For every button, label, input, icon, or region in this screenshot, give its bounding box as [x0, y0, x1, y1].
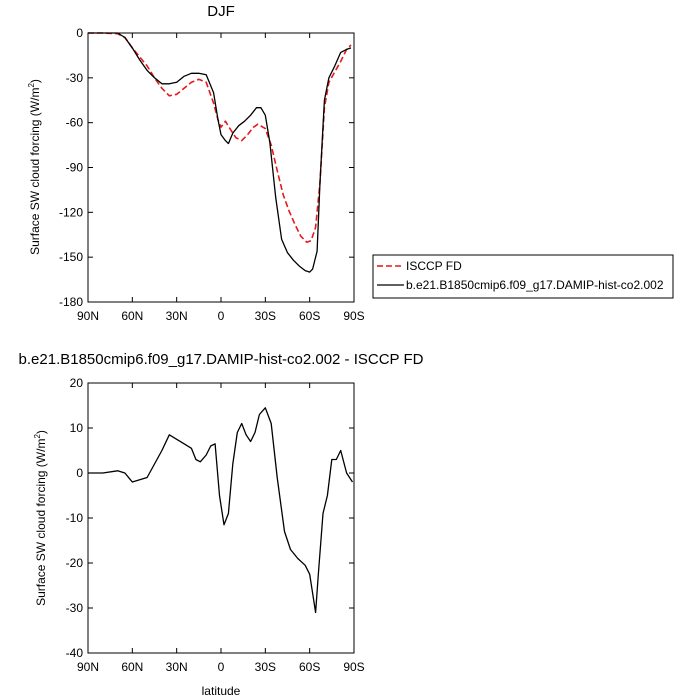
legend-label-model: b.e21.B1850cmip6.f09_g17.DAMIP-hist-co2.…	[406, 278, 664, 292]
bottom-ylabel-text: Surface SW cloud forcing (W/m	[34, 439, 48, 606]
bottom-series-lines	[88, 407, 354, 614]
bottom-xtick-label: 90N	[77, 660, 99, 674]
top-ytick-label: 0	[76, 26, 83, 40]
bottom-ytick-label: 10	[70, 421, 84, 435]
bottom-xlabel: latitude	[202, 684, 241, 698]
top-ytick-label: -150	[59, 250, 83, 264]
top-ticks: 90N 60N 30N 0 30S 60S 90S 0 -30 -60 -90 -120 -150 -18…	[59, 26, 365, 323]
top-ylabel: Surface SW cloud forcing (W/m2)	[27, 79, 42, 255]
top-xtick-label: 60S	[299, 309, 320, 323]
bottom-title: b.e21.B1850cmip6.f09_g17.DAMIP-hist-co2.…	[19, 351, 424, 368]
top-ytick-label: -180	[59, 295, 83, 309]
bottom-xtick-label: 30S	[255, 660, 276, 674]
top-ytick-label: -120	[59, 205, 83, 219]
top-series-line-2	[88, 32, 352, 273]
bottom-ytick-label: -40	[66, 646, 84, 660]
bottom-xtick-label: 0	[218, 660, 225, 674]
bottom-xtick-label: 60N	[121, 660, 143, 674]
top-panel: DJF Surface SW cloud forcing (W/m2) 90N 6…	[27, 3, 365, 323]
bottom-ylabel-close: )	[34, 430, 48, 434]
bottom-panel: b.e21.B1850cmip6.f09_g17.DAMIP-hist-co2.…	[19, 351, 424, 698]
bottom-ytick-label: -30	[66, 601, 84, 615]
top-ylabel-sup: 2	[27, 83, 36, 88]
bottom-ytick-label: -20	[66, 556, 84, 570]
top-ytick-label: -90	[66, 161, 84, 175]
top-title: DJF	[207, 3, 235, 20]
top-ylabel-close: )	[28, 79, 42, 83]
top-series-lines	[88, 32, 352, 273]
bottom-ytick-label: 20	[70, 376, 84, 390]
top-ytick-label: -60	[66, 116, 84, 130]
top-xtick-label: 90N	[77, 309, 99, 323]
bottom-ytick-label: 0	[76, 466, 83, 480]
bottom-plot-frame	[87, 382, 355, 654]
legend-label-isccp: ISCCP FD	[406, 259, 462, 273]
legend: ISCCP FD b.e21.B1850cmip6.f09_g17.DAMIP-…	[372, 254, 674, 299]
bottom-ticks: 90N 60N 30N 0 30S 60S 90S 20 10 0 -10 -20 -30 -40	[66, 376, 365, 674]
bottom-xtick-label: 30N	[166, 660, 188, 674]
top-plot-frame	[87, 32, 355, 303]
svg-text:Surface SW cloud forcing (W/m2: Surface SW cloud forcing (W/m2)	[27, 79, 42, 255]
bottom-ytick-label: -10	[66, 511, 84, 525]
top-xtick-label: 90S	[343, 309, 364, 323]
bottom-xtick-label: 60S	[299, 660, 320, 674]
top-xtick-label: 0	[218, 309, 225, 323]
top-ytick-label: -30	[66, 71, 84, 85]
bottom-series-line-1	[88, 407, 354, 614]
top-ylabel-text: Surface SW cloud forcing (W/m	[28, 88, 42, 255]
top-xtick-label: 30N	[166, 309, 188, 323]
legend-box	[372, 254, 674, 299]
top-series-line-1	[88, 32, 352, 243]
top-xtick-label: 30S	[255, 309, 276, 323]
top-xtick-label: 60N	[121, 309, 143, 323]
bottom-ylabel-sup: 2	[33, 434, 42, 439]
bottom-xtick-label: 90S	[343, 660, 364, 674]
svg-text:Surface SW cloud forcing (W/m2: Surface SW cloud forcing (W/m2)	[33, 430, 48, 606]
bottom-ylabel: Surface SW cloud forcing (W/m2)	[33, 430, 48, 606]
